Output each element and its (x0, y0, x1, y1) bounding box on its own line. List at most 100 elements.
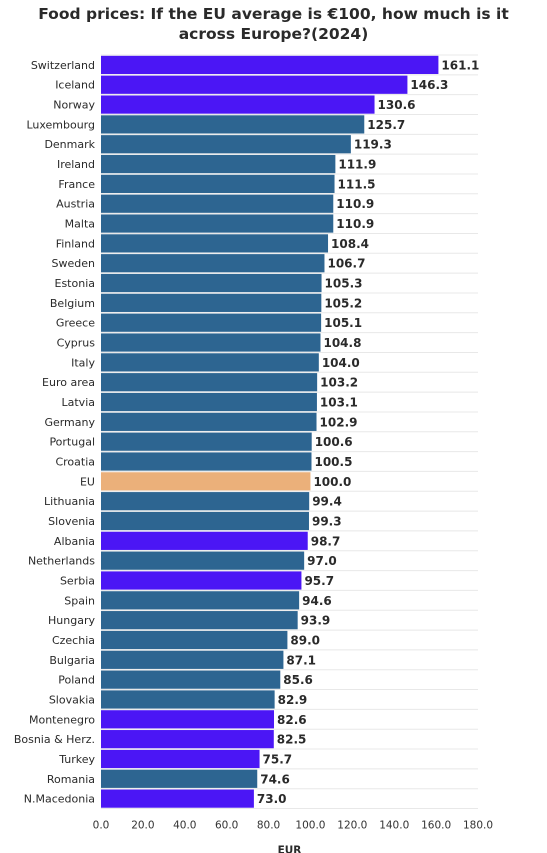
bars (101, 55, 439, 808)
value-label: 94.6 (302, 594, 332, 608)
value-label: 108.4 (331, 237, 369, 251)
bar (101, 591, 300, 610)
value-label: 161.1 (441, 58, 479, 72)
x-tick-label: 60.0 (215, 820, 238, 832)
value-label: 82.5 (277, 733, 307, 747)
x-tick-label: 120.0 (337, 820, 367, 832)
bar (101, 472, 311, 491)
category-label: Croatia (55, 456, 95, 469)
value-label: 102.9 (320, 415, 358, 429)
category-label: Cyprus (57, 337, 96, 350)
value-label: 93.9 (301, 614, 331, 628)
bar (101, 730, 274, 749)
category-label: Finland (56, 237, 95, 250)
category-label: Norway (53, 99, 95, 112)
value-label: 105.2 (324, 296, 362, 310)
bar (101, 749, 260, 769)
x-tick-label: 100.0 (295, 820, 325, 832)
value-label: 106.7 (327, 257, 365, 271)
x-tick-label: 80.0 (257, 820, 280, 832)
category-label: Sweden (52, 257, 95, 270)
bar (101, 154, 336, 174)
bar (101, 55, 439, 75)
category-label: Lithuania (44, 495, 95, 508)
value-label: 73.0 (257, 792, 287, 806)
value-label: 103.1 (320, 396, 358, 410)
value-label: 99.3 (312, 515, 342, 529)
bar (101, 194, 334, 213)
category-label: Romania (47, 773, 95, 786)
category-label: Iceland (55, 79, 95, 92)
bar (101, 670, 281, 689)
x-axis-ticks: 0.0 20.0 40.0 60.0 80.0 100.0 120.0 140.0 160.0 1… (93, 820, 493, 832)
category-label: Belgium (50, 297, 95, 310)
bar (101, 511, 309, 531)
bar (101, 452, 312, 471)
value-labels: 161.1 146.3 130.6 125.7 119.3 111.9 111.5 110.9… (257, 58, 479, 806)
value-label: 103.2 (320, 376, 358, 390)
bar (101, 273, 322, 293)
category-label: Estonia (55, 277, 96, 290)
value-label: 100.5 (314, 455, 352, 469)
x-tick-label: 40.0 (173, 820, 196, 832)
bar (101, 135, 351, 154)
bar (101, 630, 288, 650)
category-label: France (58, 178, 95, 191)
value-label: 85.6 (283, 673, 313, 687)
bar (101, 492, 310, 511)
value-label: 119.3 (354, 138, 392, 152)
bar (101, 769, 258, 788)
bar (101, 611, 298, 630)
value-label: 89.0 (290, 633, 320, 647)
x-tick-label: 160.0 (421, 820, 451, 832)
bar (101, 690, 275, 709)
bar (101, 353, 319, 372)
x-tick-label: 140.0 (379, 820, 409, 832)
category-label: Albania (54, 535, 95, 548)
value-label: 104.8 (323, 336, 361, 350)
category-label: Turkey (58, 753, 95, 766)
category-label: Portugal (49, 436, 95, 449)
bar (101, 412, 317, 431)
category-label: Poland (58, 674, 95, 687)
category-label: Bosnia & Herz. (14, 733, 95, 746)
category-label: N.Macedonia (24, 793, 95, 806)
value-label: 110.9 (336, 217, 374, 231)
bar (101, 373, 318, 392)
bar (101, 95, 375, 114)
value-label: 82.9 (278, 693, 308, 707)
bar (101, 789, 254, 808)
category-label: EU (80, 475, 95, 488)
bar (101, 293, 322, 312)
bar (101, 115, 365, 134)
bar (101, 571, 302, 590)
value-label: 95.7 (304, 574, 334, 588)
value-label: 111.9 (338, 158, 376, 172)
bar (101, 392, 317, 412)
value-label: 97.0 (307, 554, 337, 568)
value-label: 105.3 (325, 277, 363, 291)
category-label: Austria (56, 198, 95, 211)
chart-title-line-2: across Europe?(2024) (178, 25, 369, 43)
category-label: Slovenia (48, 515, 95, 528)
bar (101, 313, 322, 332)
value-label: 100.6 (315, 435, 353, 449)
gridlines (101, 54, 478, 810)
value-label: 82.6 (277, 713, 307, 727)
value-label: 110.9 (336, 197, 374, 211)
category-label: Netherlands (28, 555, 95, 568)
category-labels: Switzerland Iceland Norway Luxembourg Denmar… (14, 59, 96, 806)
category-label: Serbia (60, 574, 95, 587)
category-label: Malta (65, 218, 95, 231)
category-label: Hungary (48, 614, 95, 627)
value-label: 105.1 (324, 316, 362, 330)
value-label: 130.6 (378, 98, 416, 112)
value-label: 111.5 (338, 177, 376, 191)
category-label: Euro area (42, 376, 95, 389)
category-label: Germany (44, 416, 95, 429)
bar (101, 710, 275, 729)
bar (101, 174, 335, 193)
value-label: 75.7 (263, 752, 293, 766)
